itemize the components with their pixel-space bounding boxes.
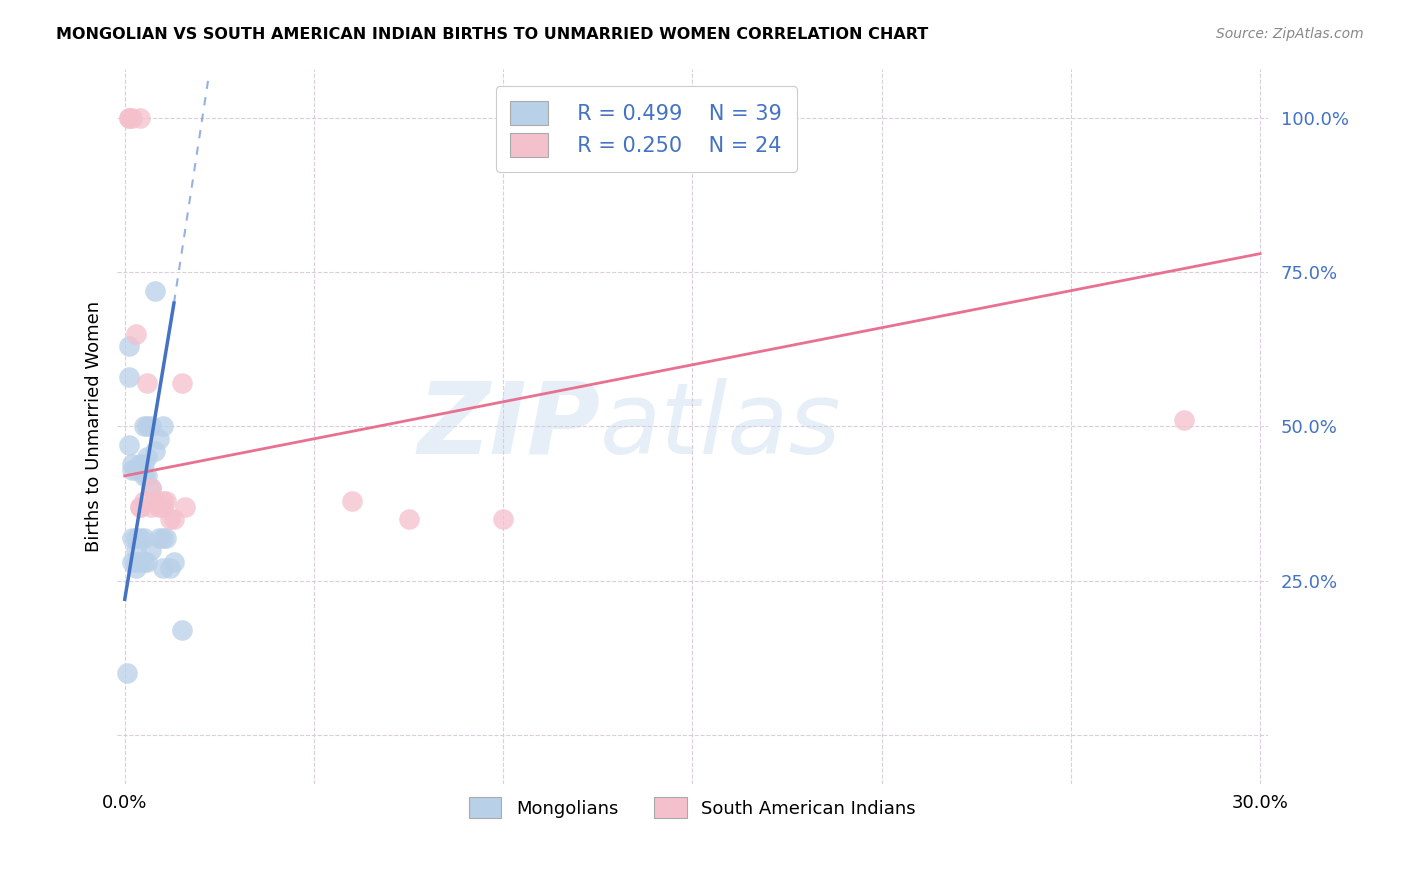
Point: [148, 432, 170, 446]
Point: [163, 512, 186, 526]
Point: [141, 542, 163, 557]
Point: [121, 531, 143, 545]
Point: [492, 512, 515, 526]
Point: [117, 370, 139, 384]
Point: [152, 500, 174, 514]
Point: [143, 444, 166, 458]
Point: [141, 419, 163, 434]
Point: [132, 531, 155, 545]
Point: [143, 493, 166, 508]
Point: [152, 419, 174, 434]
Point: [117, 339, 139, 353]
Point: [121, 555, 143, 569]
Point: [148, 500, 170, 514]
Point: [125, 326, 148, 341]
Point: [117, 111, 139, 125]
Point: [155, 531, 177, 545]
Point: [159, 512, 181, 526]
Point: [163, 555, 186, 569]
Point: [170, 376, 193, 391]
Point: [136, 376, 159, 391]
Point: [125, 542, 148, 557]
Point: [136, 468, 159, 483]
Point: [148, 531, 170, 545]
Point: [121, 463, 143, 477]
Point: [136, 555, 159, 569]
Point: [1173, 413, 1195, 427]
Point: [132, 457, 155, 471]
Point: [141, 500, 163, 514]
Point: [121, 111, 143, 125]
Point: [141, 481, 163, 495]
Point: [398, 512, 420, 526]
Text: Source: ZipAtlas.com: Source: ZipAtlas.com: [1216, 27, 1364, 41]
Point: [115, 666, 138, 681]
Point: [159, 561, 181, 575]
Point: [136, 450, 159, 465]
Point: [117, 438, 139, 452]
Point: [125, 531, 148, 545]
Point: [128, 531, 150, 545]
Text: MONGOLIAN VS SOUTH AMERICAN INDIAN BIRTHS TO UNMARRIED WOMEN CORRELATION CHART: MONGOLIAN VS SOUTH AMERICAN INDIAN BIRTH…: [56, 27, 928, 42]
Point: [125, 561, 148, 575]
Point: [128, 500, 150, 514]
Point: [152, 493, 174, 508]
Point: [128, 555, 150, 569]
Point: [340, 493, 363, 508]
Point: [170, 623, 193, 637]
Point: [125, 463, 148, 477]
Legend: Mongolians, South American Indians: Mongolians, South American Indians: [461, 790, 924, 825]
Point: [132, 493, 155, 508]
Point: [117, 111, 139, 125]
Point: [155, 493, 177, 508]
Point: [136, 419, 159, 434]
Point: [121, 457, 143, 471]
Point: [152, 531, 174, 545]
Text: atlas: atlas: [600, 378, 842, 475]
Point: [128, 457, 150, 471]
Point: [128, 500, 150, 514]
Point: [132, 555, 155, 569]
Point: [125, 555, 148, 569]
Point: [143, 284, 166, 298]
Y-axis label: Births to Unmarried Women: Births to Unmarried Women: [86, 301, 103, 552]
Point: [128, 111, 150, 125]
Point: [141, 481, 163, 495]
Point: [174, 500, 197, 514]
Point: [132, 419, 155, 434]
Point: [152, 561, 174, 575]
Text: ZIP: ZIP: [418, 378, 600, 475]
Point: [132, 468, 155, 483]
